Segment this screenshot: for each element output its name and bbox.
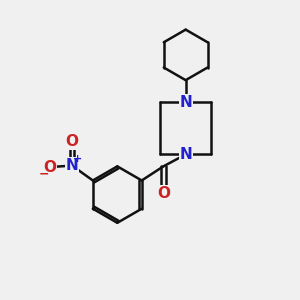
Text: N: N xyxy=(66,158,78,173)
Text: O: O xyxy=(43,160,56,175)
Text: O: O xyxy=(65,134,79,149)
Text: O: O xyxy=(157,186,170,201)
Text: N: N xyxy=(179,95,192,110)
Text: +: + xyxy=(74,154,82,164)
Text: N: N xyxy=(179,147,192,162)
Text: −: − xyxy=(39,167,50,180)
